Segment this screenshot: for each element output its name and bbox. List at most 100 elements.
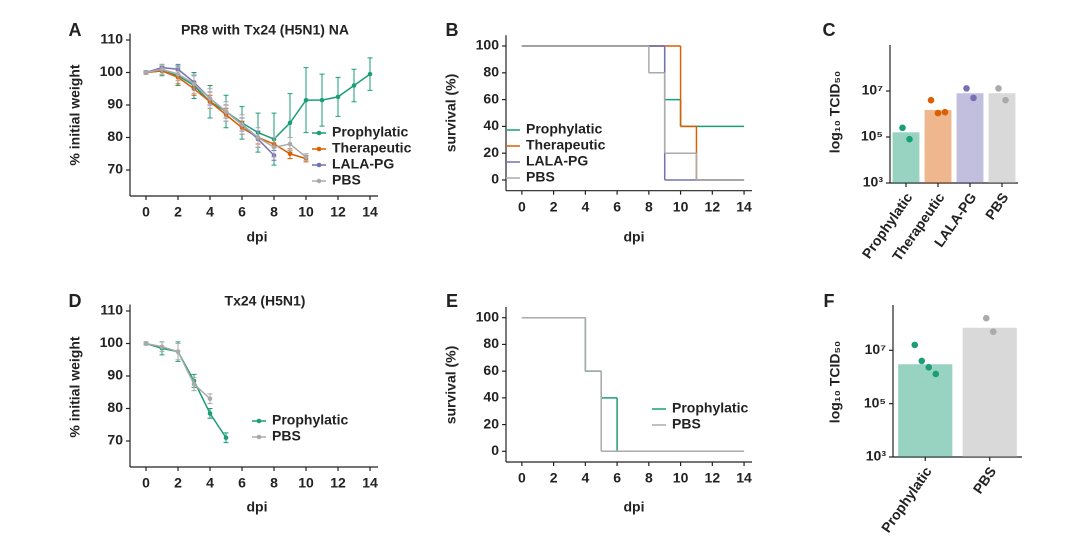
data-point	[963, 85, 970, 92]
bar	[962, 327, 1017, 457]
x-tick-label: PBS	[982, 190, 1012, 223]
data-point	[995, 85, 1002, 92]
data-point	[207, 96, 213, 101]
y-tick-label: 10⁷	[862, 82, 884, 98]
data-point	[223, 109, 229, 114]
data-point	[271, 144, 277, 150]
y-axis-label: survival (%)	[443, 346, 459, 425]
data-point	[319, 97, 325, 103]
x-tick-label: PBS	[970, 464, 1000, 497]
x-axis-label: dpi	[624, 229, 645, 245]
data-point	[287, 120, 293, 126]
panel-letter: C	[823, 20, 836, 40]
y-tick-label: 90	[107, 367, 123, 383]
x-tick-label: 10	[298, 204, 314, 220]
y-tick-label: 0	[491, 171, 499, 187]
data-point	[989, 328, 997, 335]
data-point	[367, 71, 373, 77]
x-tick-label: 2	[174, 475, 182, 491]
bar	[898, 364, 953, 457]
x-tick-label: 10	[673, 198, 689, 214]
legend-label: Prophylatic	[672, 400, 748, 416]
legend-label: LALA-PG	[526, 153, 588, 169]
x-tick-label: 10	[298, 475, 314, 491]
x-tick-label: 6	[613, 470, 621, 486]
legend-dot	[316, 146, 322, 152]
data-point	[899, 124, 906, 132]
x-tick-label: 0	[142, 204, 150, 220]
x-axis-label: dpi	[247, 499, 268, 515]
x-tick-label: 14	[736, 470, 752, 486]
data-point	[906, 135, 913, 143]
y-tick-label: 100	[100, 334, 124, 350]
y-tick-label: 110	[100, 31, 123, 47]
data-point	[143, 341, 149, 346]
x-tick-label: 0	[142, 475, 150, 491]
data-point	[941, 108, 949, 116]
y-tick-label: 40	[483, 389, 499, 405]
data-point	[351, 83, 357, 88]
x-tick-label: 8	[645, 198, 653, 214]
x-tick-label: 10	[673, 470, 689, 486]
data-point	[175, 349, 181, 354]
data-point	[918, 357, 926, 365]
data-point	[255, 135, 261, 140]
bar	[892, 132, 920, 183]
data-point	[175, 71, 181, 77]
data-point	[287, 141, 293, 147]
y-tick-label: 10³	[866, 448, 887, 464]
x-tick-label: 12	[330, 204, 346, 220]
x-tick-label: 2	[174, 204, 182, 220]
x-tick-label: 0	[518, 198, 526, 214]
legend-label: PBS	[526, 169, 555, 185]
y-tick-label: 20	[483, 144, 499, 160]
bar	[924, 109, 952, 183]
data-point	[925, 364, 933, 371]
y-tick-label: 10⁵	[861, 128, 883, 144]
data-point	[287, 151, 293, 157]
legend-label: Therapeutic	[526, 137, 606, 153]
y-tick-label: 70	[107, 432, 123, 448]
data-point	[159, 344, 165, 350]
x-tick-label: 12	[705, 198, 721, 214]
x-tick-label: 4	[581, 198, 589, 214]
x-tick-label: 2	[550, 198, 558, 214]
data-point	[191, 81, 197, 87]
x-tick-label: 14	[362, 204, 378, 220]
legend-dot	[316, 162, 322, 168]
x-tick-label: 0	[518, 470, 526, 486]
x-tick-label: 2	[550, 470, 558, 486]
y-axis-label: log₁₀ TCID₅₀	[827, 71, 843, 153]
y-tick-label: 100	[476, 308, 500, 324]
legend-dot	[256, 418, 262, 424]
legend-label: LALA-PG	[332, 156, 394, 172]
data-point	[911, 341, 919, 349]
series-line	[145, 342, 227, 439]
y-tick-label: 0	[491, 442, 499, 458]
legend-label: Prophylatic	[332, 124, 408, 140]
y-tick-label: 70	[107, 161, 123, 177]
y-tick-label: 10⁵	[864, 394, 886, 410]
y-axis-label: survival (%)	[443, 74, 459, 153]
data-point	[927, 96, 935, 104]
x-tick-label: 4	[581, 470, 589, 486]
y-axis-label: % initial weight	[67, 336, 83, 437]
y-tick-label: 110	[100, 302, 123, 318]
y-tick-label: 100	[100, 63, 124, 79]
panel-letter: A	[69, 20, 82, 40]
y-tick-label: 80	[483, 335, 499, 351]
data-point	[303, 154, 309, 160]
x-tick-label: 8	[645, 470, 653, 486]
legend-label: Therapeutic	[332, 140, 412, 156]
x-tick-label: Prophylatic	[878, 463, 935, 535]
x-tick-label: 8	[270, 204, 278, 220]
data-point	[970, 94, 977, 102]
legend-label: Prophylatic	[526, 121, 602, 137]
legend-label: PBS	[332, 172, 361, 188]
x-tick-label: 6	[238, 204, 246, 220]
x-axis-label: dpi	[247, 229, 268, 245]
data-point	[143, 70, 149, 75]
data-point	[223, 435, 229, 441]
y-tick-label: 20	[483, 415, 499, 431]
data-point	[207, 396, 213, 402]
